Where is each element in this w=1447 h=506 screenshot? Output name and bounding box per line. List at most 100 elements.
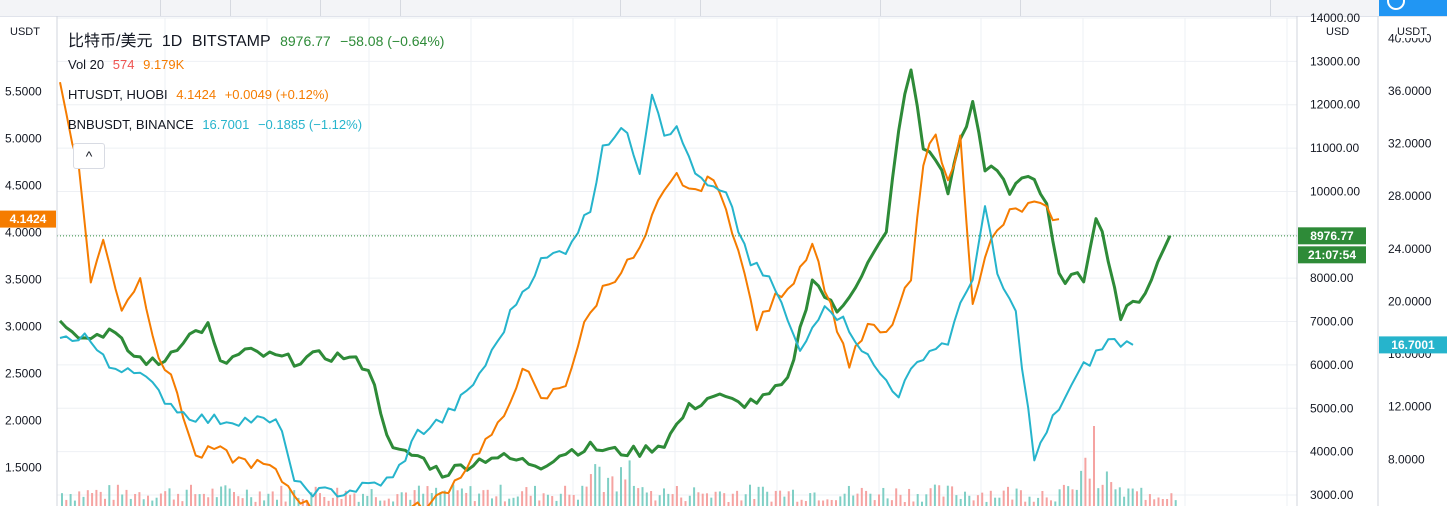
volume-bars xyxy=(61,426,1177,506)
mid-axis-tick: 14000.00 xyxy=(1310,11,1360,25)
right-axis-tick: 36.0000 xyxy=(1388,84,1432,98)
volume-bar xyxy=(972,500,975,506)
volume-bar xyxy=(99,491,102,506)
volume-bar xyxy=(585,486,588,506)
volume-bar xyxy=(564,485,567,506)
mid-axis-tick: 4000.00 xyxy=(1310,445,1354,459)
bnb-change: −0.1885 (−1.12%) xyxy=(257,117,363,132)
legend-bnb[interactable]: BNBUSDT, BINANCE 16.7001 −0.1885 (−1.12%… xyxy=(68,117,367,132)
legend-main: 比特币/美元 1D BITSTAMP 8976.77 −58.08 (−0.64… xyxy=(68,27,449,51)
volume-bar xyxy=(529,495,532,506)
vol-ma-value: 9.179K xyxy=(143,57,185,72)
series-line-ht xyxy=(59,82,1060,506)
volume-bar xyxy=(1114,489,1117,506)
mid-last-price-badge-bg xyxy=(1298,227,1366,245)
volume-bar xyxy=(568,494,571,506)
volume-bar xyxy=(865,490,868,506)
volume-bar xyxy=(233,492,235,506)
volume-bar xyxy=(1050,500,1052,506)
right-axis-tick: 32.0000 xyxy=(1388,137,1432,151)
volume-bar xyxy=(400,492,403,506)
symbol-title[interactable]: 比特币/美元 xyxy=(68,33,153,50)
volume-bar xyxy=(1062,484,1065,506)
volume-bar xyxy=(1123,496,1126,506)
volume-bar xyxy=(817,500,820,506)
mid-axis-tick: 5000.00 xyxy=(1310,401,1354,415)
volume-bar xyxy=(159,493,162,506)
volume-bar xyxy=(147,495,149,506)
volume-bar xyxy=(245,489,248,506)
volume-bar xyxy=(611,476,614,506)
volume-bar xyxy=(1157,497,1160,506)
right-axis-tick: 28.0000 xyxy=(1388,189,1432,203)
volume-bar xyxy=(142,499,145,506)
volume-bar xyxy=(731,493,734,506)
volume-bar xyxy=(1153,499,1156,506)
volume-bar xyxy=(104,498,106,506)
volume-bar xyxy=(602,491,605,506)
mid-axis-tick: 7000.00 xyxy=(1310,315,1354,329)
volume-bar xyxy=(409,499,412,506)
axes: 1.00001.50002.00002.50003.00003.50004.00… xyxy=(0,11,1447,506)
volume-bar xyxy=(757,486,760,506)
volume-bar xyxy=(766,491,769,506)
volume-bar xyxy=(185,489,188,506)
volume-bar xyxy=(426,486,429,506)
legend-ht[interactable]: HTUSDT, HUOBI 4.1424 +0.0049 (+0.12%) xyxy=(68,87,334,102)
volume-bar xyxy=(379,500,382,506)
volume-bar xyxy=(1002,490,1005,506)
right-axis-bg xyxy=(1379,17,1447,506)
volume-bar xyxy=(190,484,192,506)
volume-bar xyxy=(387,498,390,506)
left-axis-tick: 5.5000 xyxy=(5,84,42,98)
series-line-btc xyxy=(58,68,1172,479)
right-last-price-badge: 16.7001 xyxy=(1391,338,1435,352)
volume-bar xyxy=(319,493,321,506)
volume-bar xyxy=(430,493,433,506)
volume-bar xyxy=(86,490,89,506)
volume-bar xyxy=(1011,499,1014,506)
volume-bar xyxy=(349,494,352,506)
volume-bar xyxy=(856,493,859,506)
globe-icon xyxy=(1387,0,1405,10)
volume-bar xyxy=(69,494,72,506)
volume-bar xyxy=(215,497,218,506)
volume-bar xyxy=(168,488,171,506)
volume-bar xyxy=(508,498,511,506)
volume-bar xyxy=(869,493,872,506)
volume-bar xyxy=(809,493,812,506)
volume-bar xyxy=(263,500,266,506)
volume-bar xyxy=(843,493,846,506)
volume-bar xyxy=(551,496,554,506)
volume-bar xyxy=(172,499,175,506)
volume-bar xyxy=(499,484,502,506)
volume-bar xyxy=(1032,501,1035,506)
volume-bar xyxy=(370,489,373,506)
toolbar-divider xyxy=(1020,0,1021,16)
left-last-price-badge-bg xyxy=(0,210,56,228)
volume-bar xyxy=(753,498,756,506)
volume-bar xyxy=(813,492,816,506)
volume-bar xyxy=(521,491,524,506)
volume-bar xyxy=(774,490,777,506)
legend-volume[interactable]: Vol 20 574 9.179K xyxy=(68,57,189,72)
ht-change: +0.0049 (+0.12%) xyxy=(224,87,329,102)
right-axis-unit: USDT xyxy=(1397,26,1427,38)
volume-bar xyxy=(207,497,210,506)
legend-collapse-button[interactable]: ^ xyxy=(73,143,105,169)
toolbar-divider xyxy=(700,0,701,16)
left-axis-tick: 4.0000 xyxy=(5,225,42,239)
mid-axis-tick: 10000.00 xyxy=(1310,184,1360,198)
volume-bar xyxy=(362,493,364,506)
volume-bar xyxy=(202,493,205,506)
publish-button[interactable] xyxy=(1379,0,1447,16)
volume-bar xyxy=(534,485,536,506)
volume-bar xyxy=(267,493,270,506)
volume-bar xyxy=(964,491,966,506)
volume-bar xyxy=(482,490,485,506)
volume-bar xyxy=(422,493,425,506)
volume-bar xyxy=(594,464,597,506)
interval-label[interactable]: 1D xyxy=(161,33,183,50)
volume-bar xyxy=(572,494,575,506)
